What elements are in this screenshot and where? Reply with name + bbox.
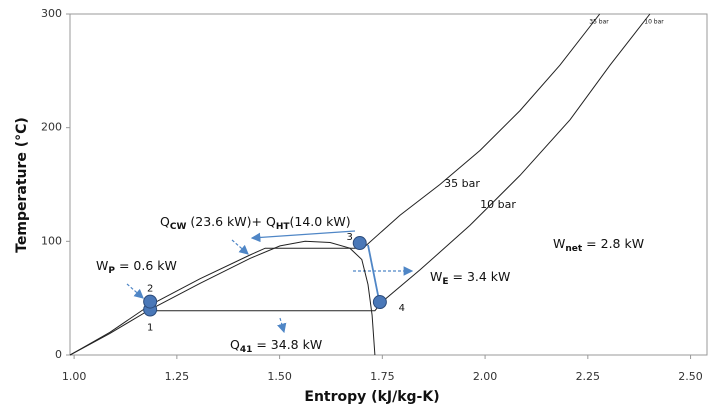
- state-point: [372, 295, 387, 310]
- state-label: 3: [347, 232, 353, 243]
- annotation-part: HT: [276, 222, 291, 232]
- annotation-part: net: [565, 244, 583, 254]
- annotation-part: = 2.8 kW: [582, 236, 644, 251]
- annotation-part: = 34.8 kW: [252, 337, 322, 352]
- x-axis-title: Entropy (kJ/kg-K): [304, 389, 439, 405]
- plot-frame: [69, 13, 708, 356]
- x-tick-label: 2.25: [576, 370, 601, 383]
- x-tick-label: 1.00: [62, 370, 87, 383]
- annotation-part: W: [96, 258, 108, 273]
- annotation: Q41 = 34.8 kW: [230, 337, 322, 355]
- isobar-label: 10 bar: [480, 198, 516, 211]
- annotation: QCW (23.6 kW)+ QHT(14.0 kW): [160, 214, 351, 232]
- y-tick-label: 200: [41, 121, 62, 134]
- isobar-label: 10 bar: [644, 19, 664, 26]
- annotation-part: = 0.6 kW: [115, 258, 177, 273]
- annotation: Wnet = 2.8 kW: [553, 236, 644, 254]
- state-point: [352, 236, 367, 251]
- x-tick-label: 2.50: [678, 370, 703, 383]
- state-point: [143, 294, 158, 309]
- x-tick-label: 2.00: [473, 370, 498, 383]
- annotation-part: = 3.4 kW: [449, 269, 511, 284]
- annotation: WE = 3.4 kW: [430, 269, 510, 287]
- isobar-label: 35 bar: [589, 19, 609, 26]
- annotation-part: (23.6 kW)+ Q: [186, 214, 276, 229]
- annotation-part: P: [108, 266, 115, 276]
- y-tick-label: 300: [41, 7, 62, 20]
- annotation-part: W: [430, 269, 442, 284]
- x-tick-label: 1.75: [370, 370, 395, 383]
- y-axis-title: Temperature (°C): [14, 117, 30, 253]
- annotation-part: E: [442, 277, 448, 287]
- annotation-part: Q: [230, 337, 240, 352]
- arrows: [126, 230, 414, 334]
- y-tick-label: 100: [41, 234, 62, 247]
- state-label: 1: [147, 323, 153, 334]
- y-tick-label: 0: [55, 348, 62, 361]
- annotation-part: (14.0 kW): [289, 214, 350, 229]
- annotation-part: CW: [170, 222, 187, 232]
- x-tick-label: 1.25: [165, 370, 190, 383]
- annotation-part: 41: [240, 345, 253, 355]
- state-label: 4: [399, 303, 405, 314]
- annotation-part: W: [553, 236, 565, 251]
- state-label: 2: [147, 284, 153, 295]
- x-tick-label: 1.50: [267, 370, 292, 383]
- curve: [150, 13, 651, 312]
- isobar-label: 35 bar: [444, 177, 480, 190]
- annotation-part: Q: [160, 214, 170, 229]
- annotation: WP = 0.6 kW: [96, 258, 177, 276]
